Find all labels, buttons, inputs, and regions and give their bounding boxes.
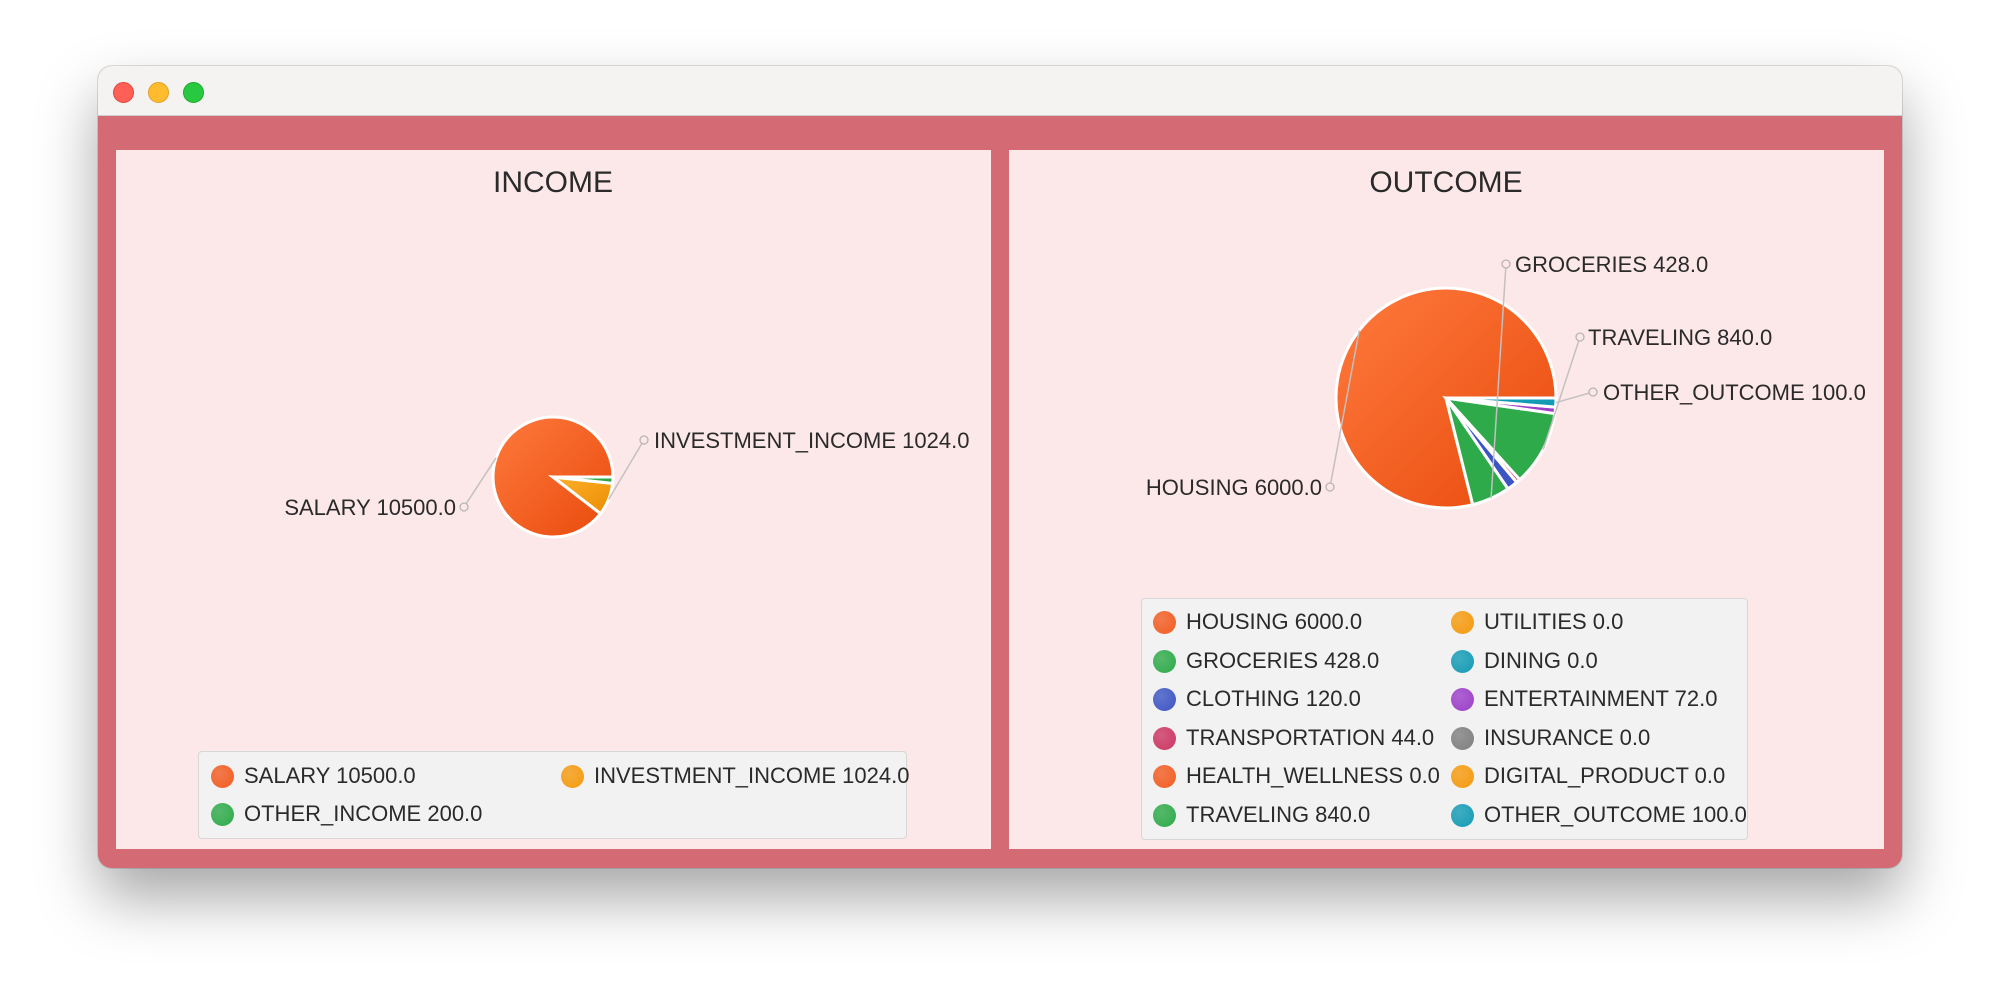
income-pie-chart: INCOME SALARY 10500.0 INVESTMENT_INCOME 1… bbox=[284, 166, 969, 539]
income-slice-other-income[interactable] bbox=[552, 475, 615, 486]
outcome-legend-color-dot bbox=[1153, 688, 1176, 711]
income-legend: SALARY 10500.0 INVESTMENT_INCOME 1024.0 OT… bbox=[198, 751, 910, 839]
outcome-legend-color-dot bbox=[1451, 649, 1474, 673]
outcome-legend-color-dot bbox=[1153, 649, 1176, 673]
income-chart-title: INCOME bbox=[493, 166, 613, 199]
income-leader-dot-salary bbox=[459, 502, 469, 512]
outcome-legend-label: CLOTHING 120.0 bbox=[1186, 686, 1361, 711]
outcome-legend-color-dot bbox=[1153, 803, 1176, 827]
app-window: INCOME SALARY 10500.0 INVESTMENT_INCOME 1… bbox=[98, 66, 1902, 868]
outcome-leader-line-groceries bbox=[1490, 263, 1507, 499]
outcome-panel: OUTCOME HOUSING 6000.0 GROCERIES 428.0 TRA… bbox=[1009, 150, 1884, 849]
income-legend-color-dot bbox=[561, 765, 584, 788]
outcome-slice-label-other-outcome: OTHER_OUTCOME 100.0 bbox=[1603, 380, 1866, 405]
outcome-leader-dot-traveling bbox=[1575, 332, 1585, 342]
outcome-slice-label-groceries: GROCERIES 428.0 bbox=[1515, 252, 1708, 277]
outcome-legend-label: TRAVELING 840.0 bbox=[1186, 801, 1371, 827]
close-window-button[interactable] bbox=[113, 82, 134, 103]
outcome-legend-label: DIGITAL_PRODUCT 0.0 bbox=[1484, 763, 1726, 788]
outcome-slice-label-traveling: TRAVELING 840.0 bbox=[1588, 325, 1772, 350]
outcome-slice-label-housing: HOUSING 6000.0 bbox=[1146, 475, 1322, 500]
outcome-leader-dot-other-outcome bbox=[1588, 387, 1598, 397]
outcome-leader-dot-housing bbox=[1325, 482, 1335, 492]
outcome-legend-label: TRANSPORTATION 44.0 bbox=[1186, 724, 1435, 750]
outcome-legend-color-dot bbox=[1451, 726, 1474, 750]
outcome-legend-label: GROCERIES 428.0 bbox=[1186, 647, 1380, 673]
outcome-legend-label: UTILITIES 0.0 bbox=[1484, 609, 1624, 634]
outcome-leader-dot-groceries bbox=[1501, 259, 1511, 269]
income-legend-label: INVESTMENT_INCOME 1024.0 bbox=[594, 763, 910, 788]
income-leader-line-investment-income bbox=[608, 439, 645, 500]
income-leader-line-salary bbox=[463, 457, 497, 508]
title-bar bbox=[98, 66, 1902, 116]
income-panel: INCOME SALARY 10500.0 INVESTMENT_INCOME 1… bbox=[116, 150, 991, 849]
outcome-legend: HOUSING 6000.0 UTILITIES 0.0 GROCERIES 428… bbox=[1141, 598, 1748, 840]
outcome-legend-color-dot bbox=[1153, 765, 1176, 788]
income-legend-label: OTHER_INCOME 200.0 bbox=[244, 801, 483, 826]
income-leader-dot-investment-income bbox=[639, 435, 649, 445]
outcome-legend-color-dot bbox=[1451, 688, 1474, 711]
income-slice-label-salary: SALARY 10500.0 bbox=[284, 495, 456, 520]
outcome-leader-line-housing bbox=[1329, 330, 1361, 488]
minimize-window-button[interactable] bbox=[148, 82, 169, 103]
income-legend-label: SALARY 10500.0 bbox=[244, 763, 416, 788]
outcome-legend-label: INSURANCE 0.0 bbox=[1484, 724, 1651, 750]
outcome-pie-chart: OUTCOME HOUSING 6000.0 GROCERIES 428.0 TRA… bbox=[1146, 166, 1866, 510]
outcome-legend-color-dot bbox=[1451, 803, 1474, 827]
outcome-legend-label: OTHER_OUTCOME 100.0 bbox=[1484, 801, 1747, 827]
outcome-chart-title: OUTCOME bbox=[1369, 166, 1522, 199]
outcome-legend-color-dot bbox=[1153, 611, 1176, 634]
maximize-window-button[interactable] bbox=[183, 82, 204, 103]
outcome-legend-color-dot bbox=[1451, 611, 1474, 634]
income-slice-label-investment-income: INVESTMENT_INCOME 1024.0 bbox=[654, 428, 969, 453]
outcome-legend-color-dot bbox=[1153, 726, 1176, 750]
outcome-legend-color-dot bbox=[1451, 765, 1474, 788]
income-legend-color-dot bbox=[211, 765, 234, 788]
outcome-legend-label: ENTERTAINMENT 72.0 bbox=[1484, 686, 1718, 711]
outcome-leader-line-other-outcome bbox=[1555, 391, 1594, 404]
outcome-legend-label: HOUSING 6000.0 bbox=[1186, 609, 1363, 634]
outcome-legend-label: DINING 0.0 bbox=[1484, 647, 1598, 673]
outcome-leader-line-traveling bbox=[1542, 336, 1581, 450]
outcome-legend-label: HEALTH_WELLNESS 0.0 bbox=[1186, 763, 1440, 788]
income-legend-color-dot bbox=[211, 803, 234, 826]
window-content: INCOME SALARY 10500.0 INVESTMENT_INCOME 1… bbox=[98, 116, 1902, 868]
